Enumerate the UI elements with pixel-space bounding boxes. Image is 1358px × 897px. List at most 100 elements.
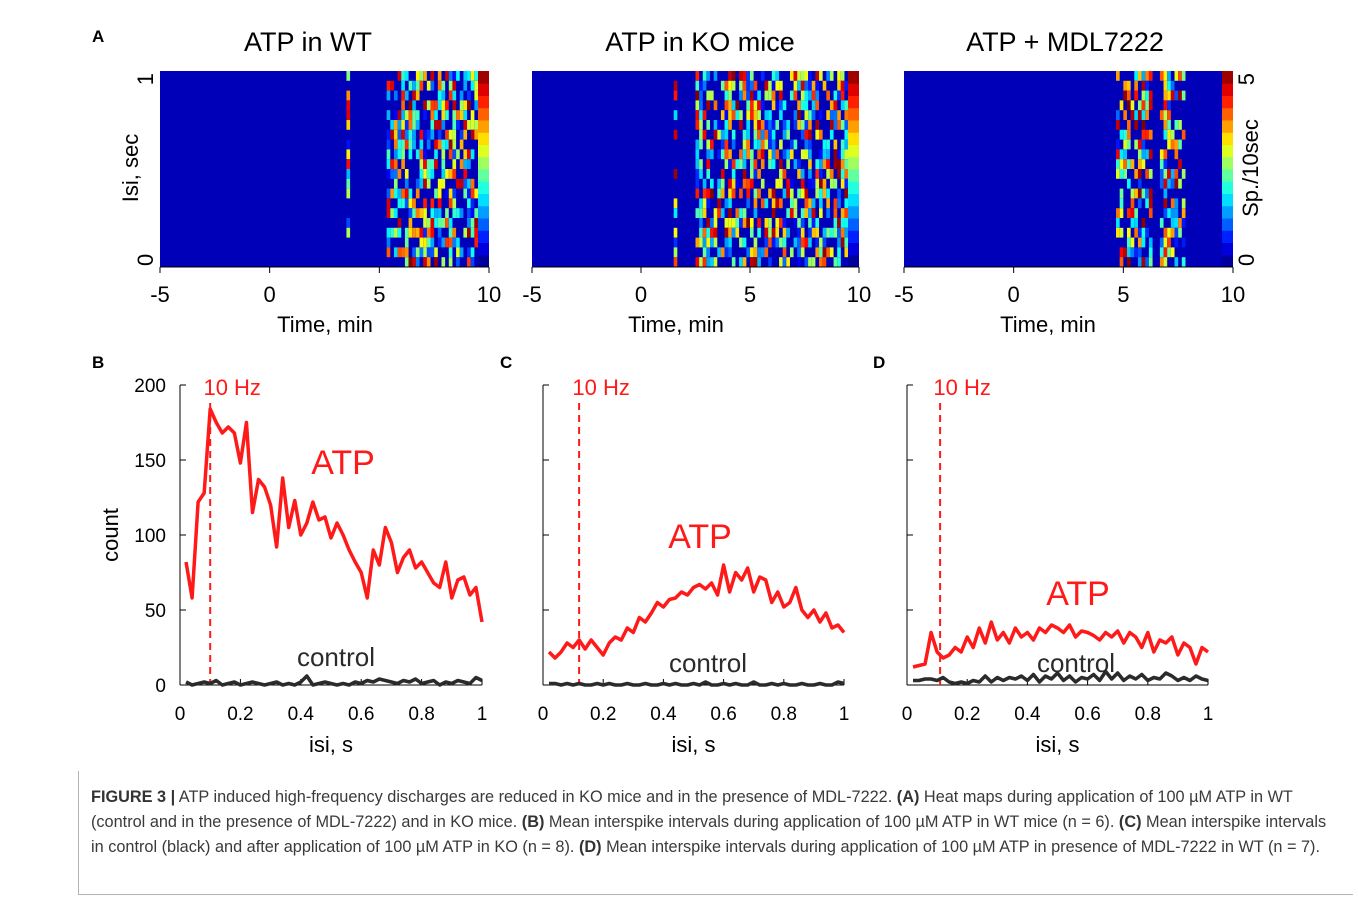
heatmap-cell: [441, 90, 446, 101]
heatmap-cell: [408, 227, 413, 238]
heatmap-cell: [1134, 90, 1138, 101]
heatmap-cell: [695, 188, 700, 199]
atp-series-label: ATP: [668, 518, 732, 556]
heatmap-cell: [808, 169, 812, 179]
heatmap-cell: [699, 159, 703, 169]
heatmap-cell: [735, 159, 740, 169]
heatmap-cell: [735, 100, 740, 111]
heatmap-cell: [1134, 110, 1138, 120]
heatmap-cell: [434, 120, 438, 130]
x-tick-label: 0: [1008, 282, 1020, 307]
heatmap-cell: [1119, 188, 1124, 199]
heatmap-cell: [470, 71, 475, 81]
heatmap-cell: [408, 149, 413, 160]
heatmap-cell: [702, 188, 707, 199]
heatmap-cell: [1137, 178, 1142, 189]
heatmap-cell: [1163, 188, 1168, 199]
heatmap-cell: [768, 218, 772, 228]
heatmap-cell: [837, 90, 841, 101]
heatmap-cell: [386, 188, 391, 199]
caption-text-c: Mean interspike intervals in control (bl…: [91, 813, 1327, 856]
heatmap-cell: [1174, 237, 1179, 248]
heatmap-cell: [695, 110, 700, 120]
heatmap-cell: [415, 120, 420, 130]
heatmap-cell: [757, 188, 761, 199]
heatmap-cell: [1116, 71, 1120, 81]
heatmap-cell: [710, 149, 714, 160]
heatmap-cell: [467, 100, 471, 111]
heatmap-cell: [1181, 169, 1186, 179]
heatmap-cell: [1178, 218, 1182, 228]
colorbar-label: Sp./10sec: [1238, 119, 1263, 217]
heatmap-cell: [441, 257, 446, 267]
heatmap-cell: [720, 129, 725, 140]
heatmap-cell: [423, 208, 427, 218]
heatmap-cell: [731, 139, 736, 150]
heatmap-cell: [702, 257, 707, 267]
heatmap-cell: [1167, 129, 1171, 140]
heatmap-cell: [764, 120, 769, 130]
heatmap-cell: [1170, 129, 1175, 140]
heatmap-cell: [826, 208, 830, 218]
y-tick-label: 0: [155, 676, 166, 697]
heatmap-cell: [1170, 247, 1175, 258]
heatmap-cell: [1181, 237, 1186, 248]
heatmap-cell: [412, 80, 416, 91]
heatmap-cell: [757, 110, 761, 120]
heatmap-cell: [728, 100, 732, 111]
heatmap-cell: [673, 129, 678, 140]
heatmap-cell: [793, 198, 798, 209]
heatmap-cell: [1134, 247, 1138, 258]
heatmap-cell: [1137, 257, 1142, 267]
heatmap-cell: [1116, 227, 1120, 238]
caption-figure-label: FIGURE 3 |: [91, 788, 176, 806]
heatmap-cell: [811, 227, 816, 238]
heatmap-cell: [775, 71, 780, 81]
heatmap-cell: [764, 129, 769, 140]
heatmap-cell: [800, 80, 805, 91]
heatmap-cell: [819, 71, 823, 81]
heatmap-cell: [750, 110, 754, 120]
heatmap-cell: [1163, 227, 1168, 238]
heatmap-cell: [742, 139, 747, 150]
heatmap-cell: [1159, 110, 1164, 120]
heatmap-cell: [779, 178, 783, 189]
heatmap-cell: [463, 110, 468, 120]
heatmap-cell: [1116, 149, 1120, 160]
heatmap-cell: [840, 208, 845, 218]
heatmap-cell: [800, 120, 805, 130]
heatmap-cell: [808, 90, 812, 101]
heatmap-cell: [826, 90, 830, 101]
heatmap-cell: [804, 139, 809, 150]
heatmap-cell: [815, 100, 820, 111]
heatmap-cell: [1163, 208, 1168, 218]
heatmap-cell: [393, 120, 398, 130]
heatmap-cell: [456, 257, 460, 267]
heatmap-cell: [775, 218, 780, 228]
colorbar-segment: [848, 107, 859, 121]
heatmap-cell: [829, 100, 834, 111]
heatmap-cell: [1130, 198, 1135, 209]
heatmap-cell: [445, 218, 449, 228]
heatmap-cell: [724, 149, 729, 160]
heatmap-cell: [448, 169, 453, 179]
heatmap-cell: [833, 159, 838, 169]
heatmap-cell: [771, 90, 776, 101]
heatmap-cell: [1116, 139, 1120, 150]
isi-histogram-wt: 0 50 100 150 200 0 0.2 0.4 0.6 0.8 1 isi, s count 10 …: [98, 375, 487, 757]
heatmap-cell: [815, 188, 820, 199]
heatmap-cell: [789, 198, 794, 209]
heatmap-cell: [448, 71, 453, 81]
heatmap-cell: [1167, 247, 1171, 258]
x-tick-label: 5: [744, 282, 756, 307]
heatmap-cell: [673, 257, 678, 267]
heatmap-cell: [1141, 80, 1146, 91]
colorbar-segment: [848, 230, 859, 243]
heatmap-cell: [793, 159, 798, 169]
heatmap-cell: [731, 227, 736, 238]
heatmap-cell: [463, 100, 468, 111]
heatmap-cell: [768, 149, 772, 160]
heatmap-cell: [771, 139, 776, 150]
heatmap-cell: [393, 159, 398, 169]
heatmap-cell: [467, 159, 471, 169]
